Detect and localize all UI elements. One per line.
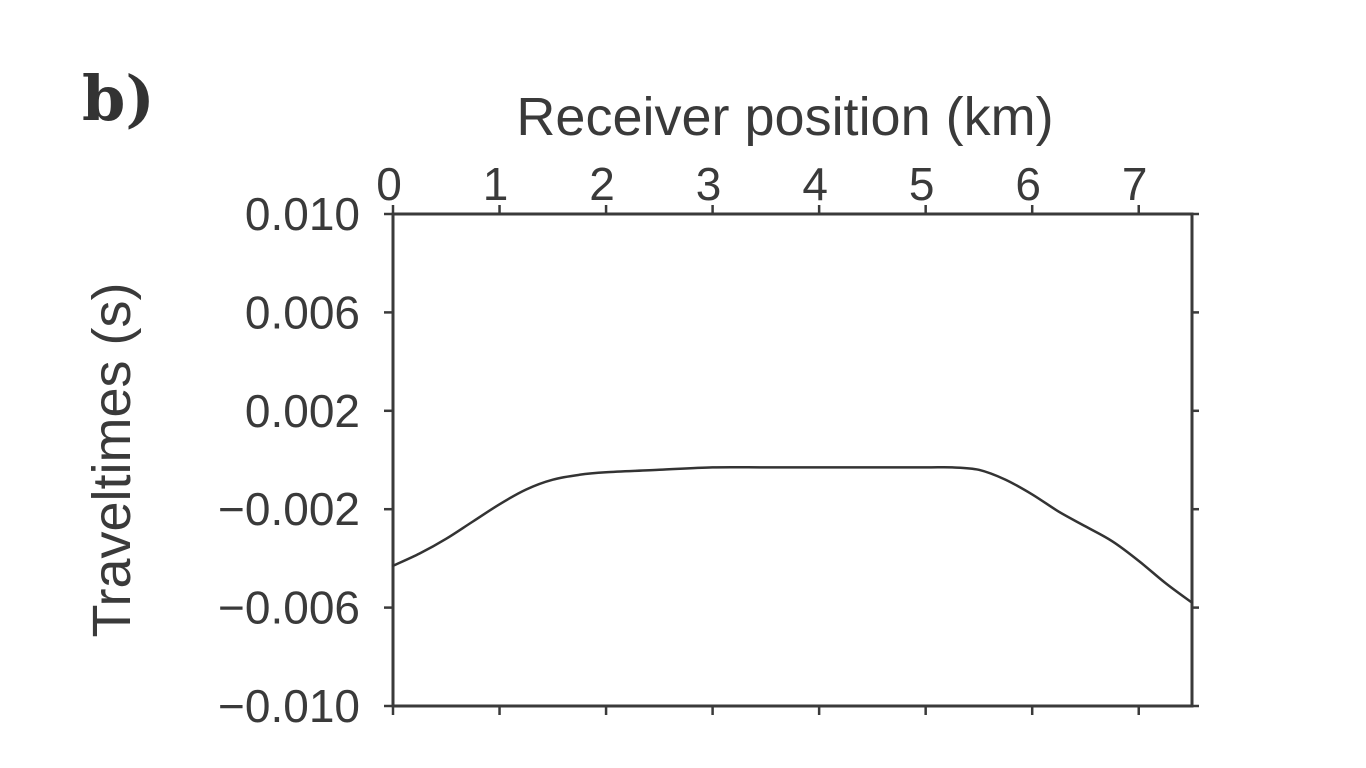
y-tick-label: 0.010 [245, 188, 360, 240]
y-tick-label: 0.002 [245, 385, 360, 437]
y-tick-label: −0.006 [218, 582, 360, 634]
traveltime-line [391, 465, 1194, 604]
x-tick-label: 4 [802, 158, 828, 210]
y-tick-label: 0.006 [245, 286, 360, 338]
panel-label: b) [82, 62, 155, 135]
x-tick-label: 7 [1122, 158, 1148, 210]
x-tick-label: 3 [696, 158, 722, 210]
x-axis-title: Receiver position (km) [516, 87, 1053, 147]
y-axis-title: Traveltimes (s) [82, 282, 142, 637]
x-tick-label: 1 [483, 158, 509, 210]
x-tick-label: 0 [376, 158, 402, 210]
x-tick-label: 2 [589, 158, 615, 210]
y-tick-label: −0.002 [218, 483, 360, 535]
x-tick-label: 6 [1015, 158, 1041, 210]
x-axis-ticks: 0 1 2 3 4 5 6 7 [376, 158, 1148, 715]
series-group [391, 465, 1194, 604]
y-axis-ticks: 0.010 0.006 0.002 −0.002 −0.006 −0.010 [218, 188, 1199, 732]
y-tick-label: −0.010 [218, 680, 360, 732]
x-tick-label: 5 [909, 158, 935, 210]
plot-frame [391, 212, 1194, 708]
